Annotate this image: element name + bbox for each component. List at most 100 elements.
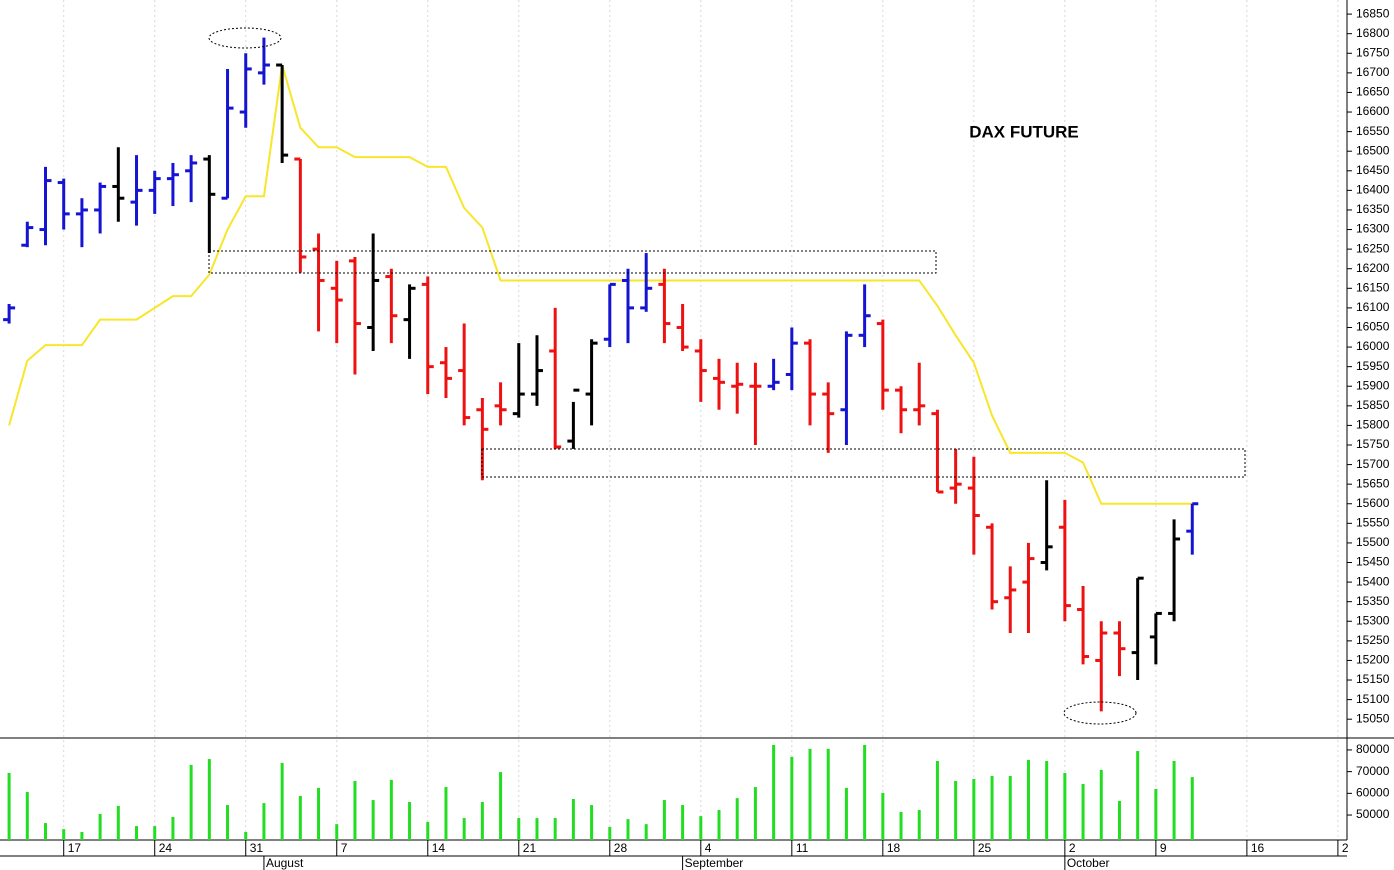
volume-bar	[335, 824, 339, 840]
volume-bar	[808, 748, 812, 840]
chart-title: DAX FUTURE	[969, 122, 1079, 141]
month-label: September	[685, 856, 744, 870]
volume-bar	[444, 787, 448, 840]
x-tick-label: 18	[887, 841, 901, 855]
x-tick-label: 4	[705, 841, 712, 855]
y-tick-label: 15950	[1356, 359, 1390, 373]
volume-bar	[1045, 761, 1049, 840]
x-tick-label: 24	[159, 841, 173, 855]
volume-tick-label: 80000	[1356, 742, 1390, 756]
volume-tick-label: 60000	[1356, 786, 1390, 800]
volume-bar	[426, 821, 430, 840]
volume-bar	[899, 812, 903, 840]
y-tick-label: 15100	[1356, 692, 1390, 706]
volume-bar	[317, 787, 321, 840]
y-tick-label: 15350	[1356, 594, 1390, 608]
y-tick-label: 15650	[1356, 476, 1390, 490]
y-tick-label: 16200	[1356, 261, 1390, 275]
volume-bar	[1136, 751, 1140, 840]
volume-bar	[226, 805, 230, 840]
y-tick-label: 16150	[1356, 280, 1390, 294]
volume-bar	[1172, 761, 1176, 840]
volume-bar	[189, 764, 193, 840]
volume-bar	[1117, 800, 1121, 840]
volume-bar	[935, 761, 939, 840]
volume-bar	[25, 792, 29, 840]
volume-bar	[863, 744, 867, 840]
volume-bar	[1154, 789, 1158, 840]
volume-bar	[626, 819, 630, 840]
volume-tick-label: 70000	[1356, 764, 1390, 778]
volume-tick-label: 50000	[1356, 807, 1390, 821]
volume-bar	[790, 756, 794, 840]
volume-bar	[1063, 772, 1067, 840]
y-tick-label: 16400	[1356, 183, 1390, 197]
y-tick-label: 15200	[1356, 653, 1390, 667]
volume-bar	[44, 823, 48, 840]
volume-bar	[1026, 759, 1030, 840]
volume-bar	[1099, 769, 1103, 840]
volume-bar	[881, 792, 885, 840]
x-tick-label: 2	[1342, 841, 1349, 855]
y-tick-label: 15450	[1356, 555, 1390, 569]
x-tick-label: 9	[1160, 841, 1167, 855]
highlight-ellipse	[208, 27, 282, 49]
y-tick-label: 16250	[1356, 241, 1390, 255]
x-tick-label: 2	[1069, 841, 1076, 855]
y-tick-label: 15900	[1356, 378, 1390, 392]
volume-bar	[298, 795, 302, 840]
x-tick-label: 7	[341, 841, 348, 855]
plot-area	[3, 0, 1339, 840]
volume-bar	[662, 800, 666, 840]
volume-bar	[990, 775, 994, 840]
y-tick-label: 15700	[1356, 457, 1390, 471]
x-tick-label: 28	[614, 841, 628, 855]
y-tick-label: 16050	[1356, 320, 1390, 334]
month-label: October	[1067, 856, 1110, 870]
y-tick-label: 15500	[1356, 535, 1390, 549]
volume-bar	[954, 780, 958, 840]
x-tick-label: 21	[523, 841, 537, 855]
volume-bar	[699, 816, 703, 840]
y-tick-label: 16850	[1356, 6, 1390, 20]
volume-bar	[972, 779, 976, 840]
volume-bar	[98, 813, 102, 840]
volume-bar	[7, 772, 11, 840]
volume-bar	[590, 805, 594, 840]
y-tick-label: 16100	[1356, 300, 1390, 314]
y-tick-label: 16600	[1356, 104, 1390, 118]
volume-bar	[280, 762, 284, 840]
volume-bar	[499, 772, 503, 840]
volume-bar	[462, 818, 466, 840]
volume-bar	[207, 759, 211, 840]
volume-bar	[517, 818, 521, 840]
x-tick-label: 14	[432, 841, 446, 855]
month-label: August	[266, 856, 304, 870]
volume-bar	[717, 810, 721, 840]
y-tick-label: 16350	[1356, 202, 1390, 216]
y-tick-label: 15750	[1356, 437, 1390, 451]
y-tick-label: 15250	[1356, 633, 1390, 647]
volume-bar	[371, 800, 375, 840]
x-tick-label: 16	[1251, 841, 1265, 855]
x-tick-label: 11	[796, 841, 809, 855]
volume-bar	[1008, 775, 1012, 840]
x-tick-label: 17	[68, 841, 82, 855]
volume-bar	[844, 787, 848, 840]
y-tick-label: 16800	[1356, 26, 1390, 40]
volume-bar	[753, 787, 757, 840]
volume-bar	[772, 744, 776, 840]
volume-bar	[1190, 777, 1194, 840]
volume-bar	[535, 818, 539, 840]
overlay-line	[8, 64, 1193, 505]
y-tick-label: 15400	[1356, 574, 1390, 588]
volume-bar	[353, 780, 357, 840]
y-tick-label: 16650	[1356, 85, 1390, 99]
highlight-ellipse	[1063, 701, 1137, 725]
volume-bar	[1081, 784, 1085, 840]
y-tick-label: 15050	[1356, 711, 1390, 725]
y-tick-label: 15550	[1356, 516, 1390, 530]
volume-bar	[244, 831, 248, 840]
